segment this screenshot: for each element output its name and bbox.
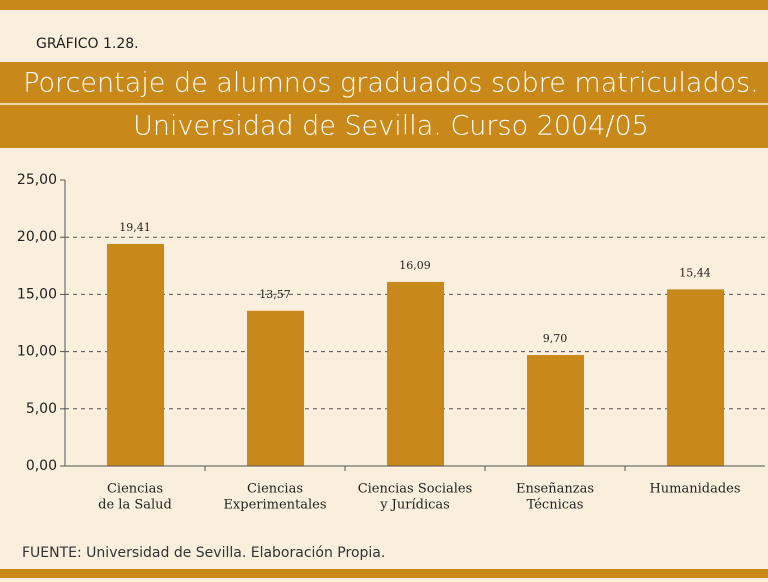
- x-tick-label: Ciencias: [247, 482, 303, 497]
- value-label: 16,09: [399, 259, 431, 272]
- chart-label: GRÁFICO 1.28.: [36, 35, 139, 52]
- value-label: 19,41: [119, 221, 151, 234]
- x-tick-label: y Jurídicas: [379, 498, 450, 513]
- chart-title: Universidad de Sevilla. Curso 2004/05: [133, 111, 649, 142]
- x-tick-label: Técnicas: [527, 498, 584, 513]
- value-label: 13,57: [259, 288, 291, 301]
- value-label: 15,44: [679, 266, 711, 279]
- top-bar: [0, 0, 768, 10]
- chart-title: Porcentaje de alumnos graduados sobre ma…: [23, 68, 759, 99]
- source-note: FUENTE: Universidad de Sevilla. Elaborac…: [22, 545, 385, 561]
- value-label: 9,70: [543, 332, 568, 345]
- y-tick-label: 5,00: [26, 401, 57, 417]
- y-tick-label: 10,00: [17, 344, 57, 360]
- title-band: [0, 62, 768, 148]
- bar: [107, 243, 164, 466]
- bar: [247, 310, 304, 466]
- x-tick-label: Experimentales: [223, 498, 326, 513]
- y-tick-label: 15,00: [17, 286, 57, 302]
- y-tick-label: 20,00: [17, 229, 57, 245]
- y-tick-label: 25,00: [17, 172, 57, 188]
- x-tick-label: Ciencias: [107, 482, 163, 497]
- bar: [527, 355, 584, 466]
- bar: [667, 289, 724, 466]
- x-tick-label: Enseñanzas: [516, 482, 594, 497]
- x-tick-label: Ciencias Sociales: [358, 482, 473, 497]
- bottom-bar: [0, 569, 768, 578]
- y-tick-label: 0,00: [26, 458, 57, 474]
- bar: [387, 281, 444, 466]
- x-tick-label: Humanidades: [649, 482, 740, 497]
- x-tick-label: de la Salud: [98, 498, 172, 513]
